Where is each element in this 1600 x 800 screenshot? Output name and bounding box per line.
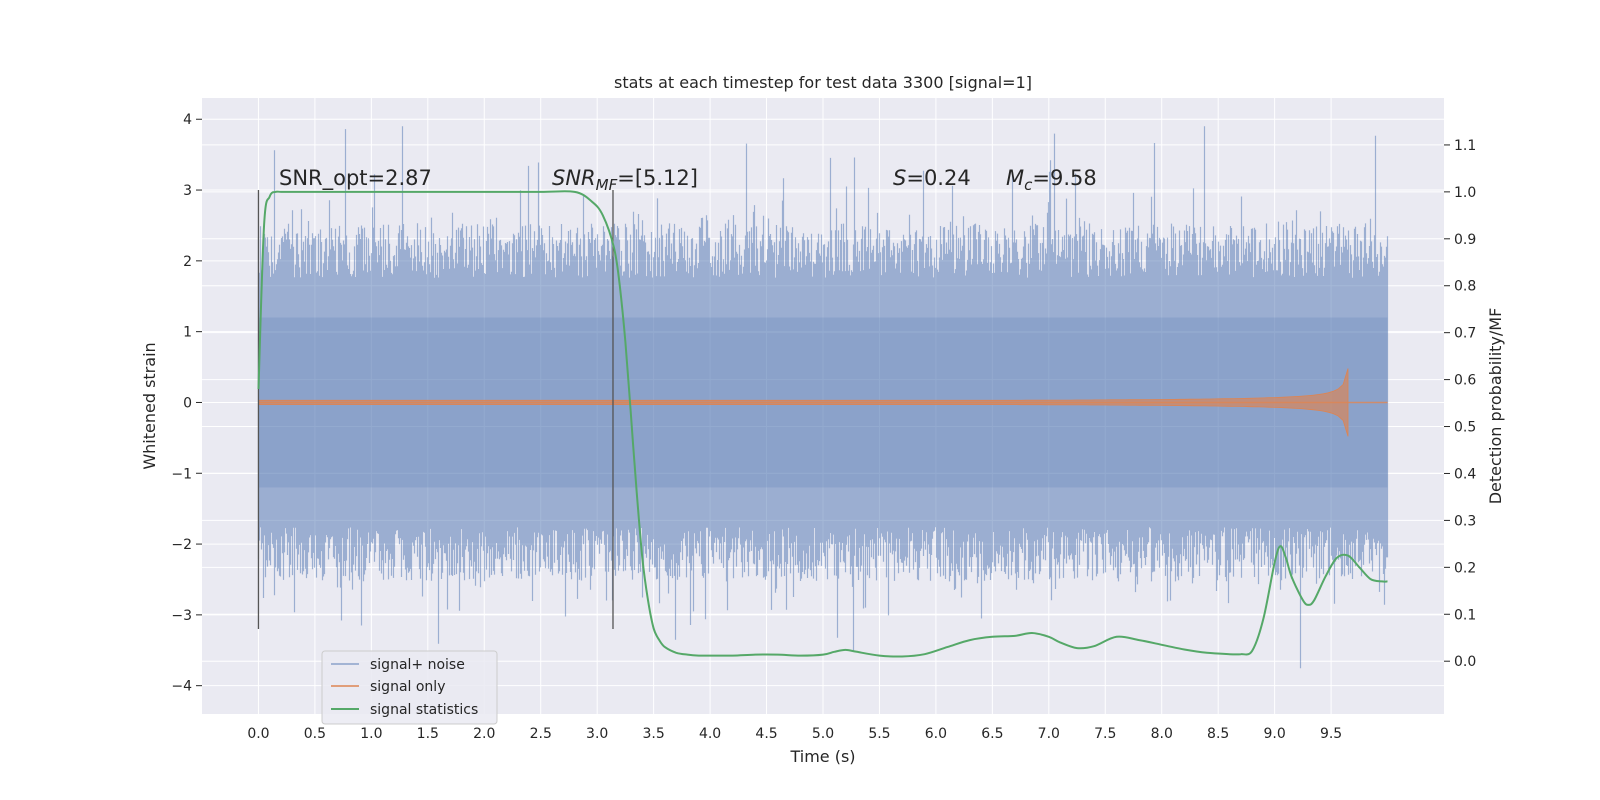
y2-tick-label: 0.8 <box>1454 279 1476 295</box>
legend-label-signal-statistics: signal statistics <box>370 702 478 718</box>
legend: signal+ noise signal only signal statist… <box>321 650 498 725</box>
series-signal-statistics <box>257 190 1388 658</box>
x-tick-label: 5.0 <box>812 726 834 742</box>
y2-tick-label: 0.4 <box>1454 466 1476 482</box>
x-tick-label: 7.0 <box>1038 726 1060 742</box>
x-tick-label: 7.5 <box>1094 726 1116 742</box>
x-tick-label: 3.5 <box>643 726 665 742</box>
y-tick-label: −3 <box>171 608 192 624</box>
y2-tick-label: 0.9 <box>1454 232 1476 248</box>
annotation-snr-opt: SNR_opt=2.87 <box>279 166 432 191</box>
x-tick-label: 8.0 <box>1151 726 1173 742</box>
series-signal-only <box>258 368 1388 437</box>
y-tick-label: −1 <box>171 466 192 482</box>
y2-tick-label: 0.2 <box>1454 560 1476 576</box>
x-axis-title: Time (s) <box>789 747 855 766</box>
y2-tick-label: 0.1 <box>1454 607 1476 623</box>
axis-ticks: 0.0 0.5 1.0 1.5 2.0 2.5 3.0 3.5 4.0 4.5 5.0 5.5 6.0 6… <box>171 112 1476 742</box>
y-tick-label: 1 <box>183 325 192 341</box>
y-tick-label: 3 <box>183 183 192 199</box>
x-tick-label: 4.0 <box>699 726 721 742</box>
y-tick-label: 4 <box>183 112 192 128</box>
y2-axis-title: Detection probability/MF <box>1486 308 1505 505</box>
x-tick-label: 1.0 <box>360 726 382 742</box>
x-tick-label: 5.5 <box>868 726 890 742</box>
y2-tick-label: 1.1 <box>1454 138 1476 154</box>
x-tick-label: 0.0 <box>247 726 269 742</box>
chart-title: stats at each timestep for test data 330… <box>614 73 1032 92</box>
x-tick-label: 2.5 <box>530 726 552 742</box>
y2-tick-label: 0.0 <box>1454 654 1476 670</box>
x-tick-label: 1.5 <box>417 726 439 742</box>
x-tick-label: 9.0 <box>1264 726 1286 742</box>
y-tick-label: 2 <box>183 254 192 270</box>
x-tick-label: 0.5 <box>304 726 326 742</box>
x-tick-label: 8.5 <box>1207 726 1229 742</box>
y-tick-label: −4 <box>171 679 192 695</box>
annotation-mc: Mc=9.58 <box>1006 166 1097 194</box>
vertical-markers <box>257 190 614 630</box>
x-tick-label: 6.5 <box>981 726 1003 742</box>
x-tick-label: 9.5 <box>1320 726 1342 742</box>
y2-tick-label: 0.7 <box>1454 326 1476 342</box>
stats-line <box>257 190 1388 658</box>
y2-tick-label: 0.6 <box>1454 373 1476 389</box>
y-tick-label: −2 <box>171 537 192 553</box>
legend-label-signal-only: signal only <box>370 679 445 695</box>
legend-label-signal-plus-noise: signal+ noise <box>370 657 465 673</box>
annotation-s: S=0.24 <box>893 166 971 190</box>
y2-tick-label: 0.5 <box>1454 420 1476 436</box>
x-tick-label: 4.5 <box>755 726 777 742</box>
y-axis-title: Whitened strain <box>140 342 159 469</box>
y2-tick-label: 0.3 <box>1454 513 1476 529</box>
y-tick-label: 0 <box>183 395 192 411</box>
legend-box <box>321 650 498 725</box>
annotation-snr-mf: SNRMF=[5.12] <box>552 166 698 194</box>
y2-tick-label: 1.0 <box>1454 185 1476 201</box>
x-tick-label: 3.0 <box>586 726 608 742</box>
x-tick-label: 2.0 <box>473 726 495 742</box>
x-tick-label: 6.0 <box>925 726 947 742</box>
